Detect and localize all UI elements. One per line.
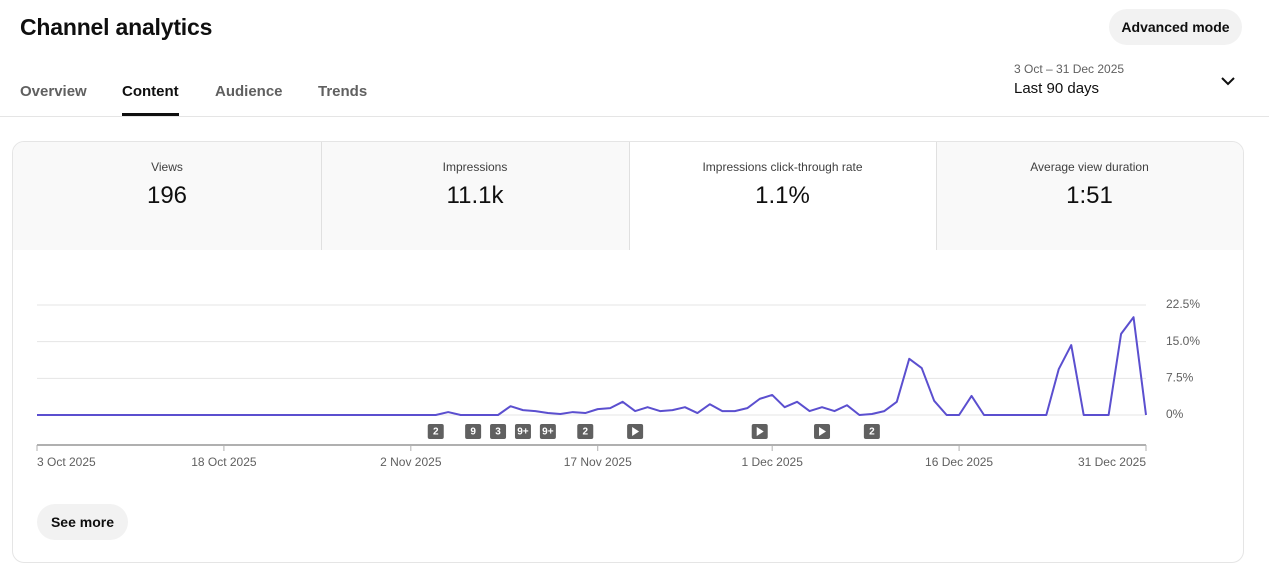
x-tick-label: 2 Nov 2025 bbox=[380, 455, 442, 469]
metric-label: Impressions click-through rate bbox=[702, 160, 863, 174]
metric-label: Average view duration bbox=[1030, 160, 1149, 174]
advanced-mode-button[interactable]: Advanced mode bbox=[1109, 9, 1242, 45]
metric-value: 1:51 bbox=[1066, 182, 1113, 209]
y-tick-label: 7.5% bbox=[1166, 371, 1194, 385]
x-tick-label: 16 Dec 2025 bbox=[925, 455, 993, 469]
play-icon bbox=[756, 427, 764, 436]
metric-divider bbox=[629, 142, 630, 250]
x-tick-label: 1 Dec 2025 bbox=[741, 455, 803, 469]
marker-box bbox=[514, 424, 531, 439]
marker-box bbox=[577, 424, 594, 439]
y-tick-label: 22.5% bbox=[1166, 297, 1200, 311]
date-range-label[interactable]: Last 90 days bbox=[1014, 80, 1100, 97]
metric-divider bbox=[936, 142, 937, 250]
tab[interactable]: Overview bbox=[20, 83, 87, 100]
metric-value: 1.1% bbox=[755, 182, 810, 209]
video-marker[interactable] bbox=[751, 424, 768, 439]
dropdown-chevron[interactable] bbox=[1218, 72, 1238, 92]
metric-value: 11.1k bbox=[446, 182, 504, 209]
y-tick-label: 15.0% bbox=[1166, 334, 1200, 348]
marker-box bbox=[490, 424, 507, 439]
metric-tab[interactable]: Impressions 11.1k bbox=[321, 142, 629, 250]
tab[interactable]: Audience bbox=[215, 83, 283, 100]
play-icon bbox=[632, 427, 640, 436]
marker-label: 3 bbox=[495, 427, 501, 438]
marker-label: 2 bbox=[582, 427, 588, 438]
video-marker[interactable]: 2 bbox=[427, 424, 444, 439]
tab[interactable]: Content bbox=[122, 83, 179, 100]
page: {"header": {"title": "Channel analytics"… bbox=[0, 9, 1269, 563]
metrics-card: Views 196 Impressions 11.1k Impressions cl… bbox=[12, 141, 1244, 563]
video-marker[interactable]: 2 bbox=[577, 424, 594, 439]
metric-divider bbox=[321, 142, 322, 250]
x-tick-label: 31 Dec 2025 bbox=[1078, 455, 1146, 469]
metric-value: 196 bbox=[146, 182, 188, 209]
data-line bbox=[37, 316, 1147, 416]
video-marker[interactable]: 9+ bbox=[539, 424, 556, 439]
chart: 0% 7.5% 15.0% 22.5% 3 Oct 2025 18 Oct 2025 2 N… bbox=[36, 297, 1200, 469]
marker-label: 9 bbox=[470, 427, 476, 438]
tab-underline bbox=[122, 113, 179, 116]
x-tick-label: 18 Oct 2025 bbox=[191, 455, 257, 469]
marker-label: 2 bbox=[869, 427, 875, 438]
x-tick-label: 17 Nov 2025 bbox=[564, 455, 632, 469]
video-marker[interactable]: 9 bbox=[465, 424, 482, 439]
metric-tab[interactable]: Impressions click-through rate 1.1% bbox=[629, 142, 936, 250]
video-marker[interactable]: 9+ bbox=[514, 424, 531, 439]
metric-tab[interactable]: Average view duration 1:51 bbox=[936, 142, 1243, 250]
metric-tab[interactable]: Views 196 bbox=[13, 142, 321, 250]
tab[interactable]: Trends bbox=[318, 83, 368, 100]
metric-label: Views bbox=[151, 160, 183, 174]
marker-box bbox=[863, 424, 880, 439]
marker-box bbox=[465, 424, 482, 439]
video-marker[interactable] bbox=[814, 424, 831, 439]
x-tick-label: 3 Oct 2025 bbox=[37, 455, 96, 469]
marker-box bbox=[539, 424, 556, 439]
see-more-button[interactable]: See more bbox=[37, 504, 128, 540]
video-marker[interactable]: 3 bbox=[490, 424, 507, 439]
play-icon bbox=[819, 427, 827, 436]
marker-label: 9+ bbox=[542, 427, 554, 438]
y-tick-label: 0% bbox=[1166, 407, 1184, 421]
marker-label: 2 bbox=[433, 427, 439, 438]
page-title: Channel analytics bbox=[20, 14, 213, 40]
video-marker[interactable]: 2 bbox=[863, 424, 880, 439]
marker-box bbox=[427, 424, 444, 439]
marker-label: 9+ bbox=[517, 427, 529, 438]
video-marker[interactable] bbox=[627, 424, 644, 439]
metric-label: Impressions bbox=[442, 160, 508, 174]
date-range: 3 Oct – 31 Dec 2025 bbox=[1014, 62, 1125, 76]
divider bbox=[0, 116, 1269, 117]
